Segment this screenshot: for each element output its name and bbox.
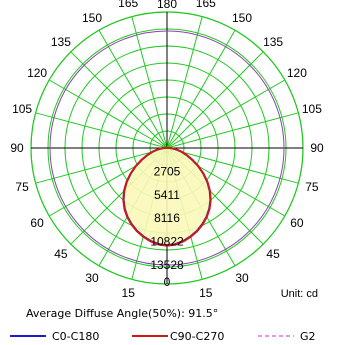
- reference-ring: [49, 30, 285, 266]
- grid-spoke: [166, 147, 299, 184]
- curve-fill: [123, 148, 211, 246]
- angle-label: 45: [54, 247, 68, 261]
- grid-spoke: [35, 147, 168, 184]
- legend-label-g2: G2: [300, 330, 316, 343]
- angle-label: 90: [10, 141, 24, 155]
- ring-value-label: 2705: [154, 164, 181, 178]
- grid-spoke: [98, 29, 168, 149]
- grid-spoke: [166, 16, 203, 149]
- grid-spoke: [166, 29, 236, 149]
- grid-spoke: [166, 51, 264, 149]
- angle-label: 150: [82, 11, 102, 25]
- ring-value-label: 5411: [154, 188, 180, 202]
- grid-spoke: [48, 79, 168, 149]
- angle-label: 15: [199, 286, 213, 300]
- angle-label: 90: [310, 141, 324, 155]
- angle-label: 120: [27, 66, 47, 80]
- angle-label: 135: [51, 35, 71, 49]
- angle-label-zero: 0: [164, 275, 171, 289]
- angle-label: 120: [287, 66, 307, 80]
- ring-value-label: 10822: [150, 235, 184, 249]
- angle-label: 15: [122, 286, 136, 300]
- angle-label: 30: [235, 271, 249, 285]
- angle-label: 150: [232, 11, 252, 25]
- angle-label: 165: [118, 0, 138, 10]
- angle-label: 105: [12, 102, 32, 116]
- average-diffuse-angle: Average Diffuse Angle(50%): 91.5°: [26, 307, 218, 320]
- ring-value-label: 13528: [150, 258, 184, 272]
- angle-label: 30: [85, 271, 99, 285]
- angle-label: 165: [196, 0, 216, 10]
- angle-label: 45: [266, 247, 280, 261]
- curve-c90-c270: [122, 147, 212, 247]
- grid-spoke: [35, 112, 168, 149]
- angle-label: 60: [30, 216, 44, 230]
- grid-spoke: [70, 51, 168, 149]
- intensity-curves: [122, 147, 212, 247]
- legend-label-c0-c180: C0-C180: [52, 330, 99, 343]
- grid-spoke: [166, 79, 286, 149]
- curve-fills: [123, 148, 211, 246]
- angle-label: 75: [305, 180, 319, 194]
- unit-label: Unit: cd: [281, 288, 318, 300]
- legend-label-c90-c270: C90-C270: [170, 330, 224, 343]
- grid-spoke: [131, 16, 168, 149]
- angle-label: 180: [157, 0, 177, 11]
- legend: C0-C180 C90-C270 G2: [10, 330, 316, 343]
- angle-label: 105: [302, 102, 322, 116]
- ring-value-label: 8116: [154, 211, 180, 225]
- grid-spoke: [166, 112, 299, 149]
- angle-label: 75: [15, 180, 29, 194]
- angle-label: 60: [290, 216, 304, 230]
- angle-label: 135: [263, 35, 283, 49]
